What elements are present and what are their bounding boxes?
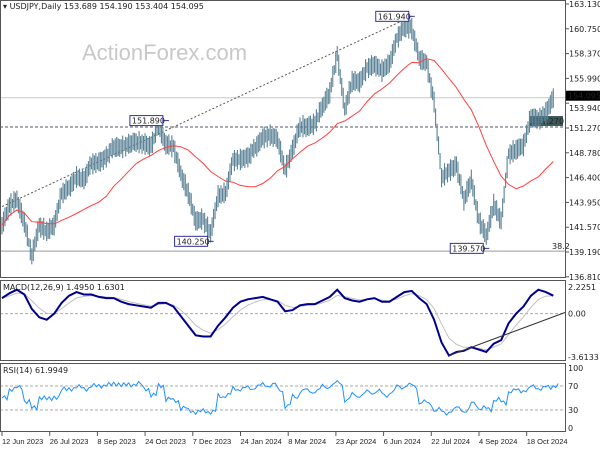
- watermark: ActionForex.com: [82, 40, 247, 65]
- level-label: 151.270: [531, 117, 564, 126]
- price-annotation: 139.570: [452, 244, 485, 253]
- x-tick-label: 22 Jul 2024: [431, 437, 470, 446]
- price-annotation: 161.940: [378, 12, 411, 21]
- y-tick-label: 153.940: [569, 104, 600, 113]
- collapse-arrow-icon: ▾: [3, 2, 10, 11]
- price-panel: 151.270 38.2 154.095 161.940 151.890 140.250 1…: [0, 10, 600, 265]
- macd-panel-frame: [0, 280, 566, 361]
- y-tick-label: 160.750: [569, 25, 600, 34]
- symbol-header: ▾ USDJPY,Daily 153.689 154.190 153.404 1…: [3, 2, 204, 11]
- last-price-bg: [566, 90, 600, 101]
- y-tick-label: 139.190: [569, 248, 600, 257]
- x-tick-label: 12 Jun 2023: [2, 437, 43, 446]
- macd-title: MACD(12,26,9) 1.4950 1.6301: [3, 283, 125, 292]
- x-tick-label: 8 Sep 2023: [97, 437, 135, 446]
- y-tick-label: 143.950: [569, 198, 600, 207]
- y-tick-label: 163.130: [569, 0, 600, 9]
- rsi-line: [1, 379, 559, 416]
- rsi-panel: [0, 379, 565, 416]
- macd-tick-label: -3.6133: [568, 353, 599, 362]
- x-tick-label: 23 Apr 2024: [336, 437, 376, 446]
- y-tick-label: 155.990: [569, 74, 600, 83]
- macd-line: [1, 288, 554, 357]
- rsi-title: RSI(14) 61.9949: [3, 366, 68, 375]
- macd-tick-label: 0.00: [568, 310, 586, 319]
- rsi-tick-label: 30: [568, 406, 578, 415]
- trendline: [1, 15, 412, 208]
- y-tick-label: 141.570: [569, 223, 600, 232]
- x-tick-label: 24 Oct 2023: [145, 437, 186, 446]
- macd-trendline: [448, 312, 566, 357]
- rsi-tick-label: 100: [568, 364, 583, 373]
- macd-panel: [0, 288, 566, 357]
- y-tick-label: 136.810: [569, 273, 600, 282]
- x-tick-label: 4 Sep 2024: [479, 437, 517, 446]
- rsi-tick-label: 70: [568, 382, 578, 391]
- x-tick-label: 8 Mar 2024: [288, 437, 326, 446]
- y-tick-label: 148.780: [569, 149, 600, 158]
- price-annotation: 151.890: [132, 117, 165, 126]
- macd-tick-label: 2.2251: [568, 283, 596, 292]
- x-tick-label: 18 Oct 2024: [527, 437, 568, 446]
- y-tick-label: 151.270: [569, 124, 600, 133]
- x-tick-label: 24 Jan 2024: [241, 437, 282, 446]
- price-panel-frame: [0, 0, 566, 278]
- moving-average-line: [1, 58, 554, 226]
- x-tick-label: 7 Dec 2023: [193, 437, 231, 446]
- x-tick-label: 6 Jun 2024: [384, 437, 421, 446]
- y-tick-label: 158.370: [569, 50, 600, 59]
- y-tick-label: 146.400: [569, 174, 600, 183]
- rsi-panel-frame: [0, 363, 566, 432]
- rsi-tick-label: 0: [568, 424, 573, 433]
- last-price-label: 154.095: [568, 92, 600, 101]
- x-tick-label: 26 Jul 2023: [50, 437, 89, 446]
- fib-label: 38.2: [552, 242, 570, 251]
- price-annotation: 140.250: [177, 237, 210, 246]
